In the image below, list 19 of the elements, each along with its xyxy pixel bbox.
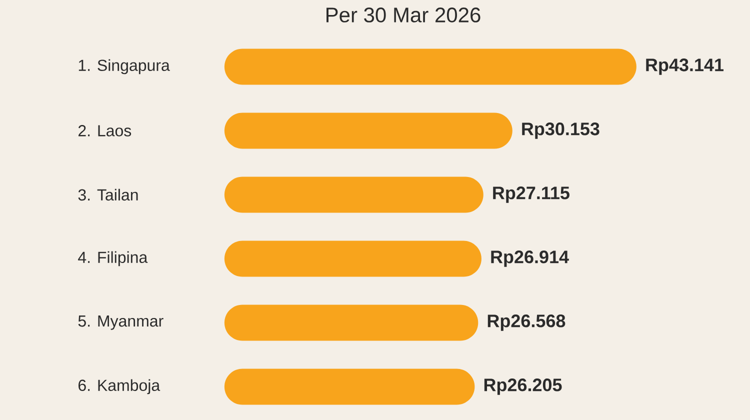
y-tick-label: 3. Tailan [78,188,138,201]
bar [224,176,484,213]
data-label: Rp26.914 [491,250,569,267]
chart-title: Per 30 Mar 2026 [326,8,480,22]
y-tick-label: 2. Laos [78,125,132,136]
data-label: Rp27.115 [493,186,570,203]
bar [224,240,482,277]
bar [224,112,512,149]
bar [224,48,636,85]
y-tick-label: 1. Singapura [78,59,170,74]
bar [224,368,475,405]
y-tick-label: 5. Myanmar [78,316,164,330]
data-label: Rp26.568 [488,314,566,331]
y-tick-label: 6. Kamboja [78,379,160,394]
data-label: Rp26.205 [484,378,562,395]
data-label: Rp43.141 [646,58,724,75]
data-label: Rp30.153 [522,122,600,139]
bar [224,304,478,341]
y-tick-label: 4. Filipina [78,251,148,266]
